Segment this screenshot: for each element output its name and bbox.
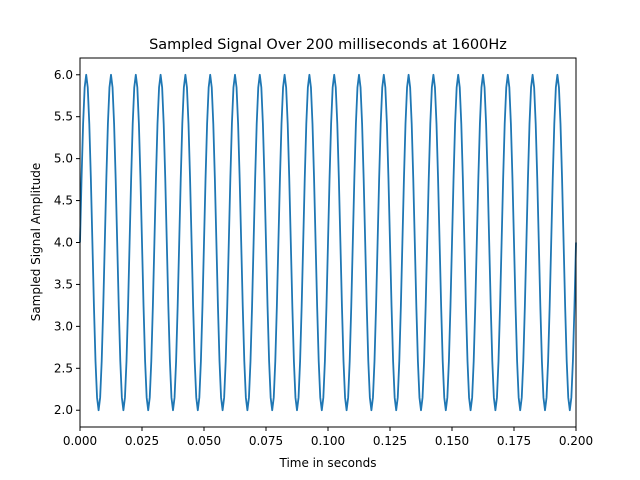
x-tick-label: 0.150 [435,434,469,448]
y-tick-label: 6.0 [54,68,73,82]
y-axis-ticks: 2.0 2.5 3.0 3.5 4.0 4.5 5.0 5.5 6.0 [54,68,80,417]
x-tick-label: 0.125 [373,434,407,448]
y-tick-label: 2.0 [54,403,73,417]
y-tick-label: 4.5 [54,194,73,208]
x-tick-label: 0.175 [497,434,531,448]
x-tick-label: 0.200 [559,434,593,448]
x-tick-label: 0.050 [187,434,221,448]
series-line-0 [79,73,577,412]
y-tick-label: 5.5 [54,110,73,124]
y-tick-label: 3.5 [54,277,73,291]
y-tick-label: 2.5 [54,361,73,375]
x-tick-label: 0.025 [125,434,159,448]
y-axis-label: Sampled Signal Amplitude [29,163,43,322]
plot-area [79,73,577,412]
chart-title: Sampled Signal Over 200 milliseconds at … [149,37,507,53]
y-tick-label: 3.0 [54,319,73,333]
x-tick-label: 0.000 [63,434,97,448]
x-axis-ticks: 0.000 0.025 0.050 0.075 0.100 0.125 0.150 0.175… [63,427,593,448]
y-tick-label: 5.0 [54,152,73,166]
x-tick-label: 0.100 [311,434,345,448]
x-axis-label: Time in seconds [279,456,377,470]
x-tick-label: 0.075 [249,434,283,448]
y-tick-label: 4.0 [54,236,73,250]
